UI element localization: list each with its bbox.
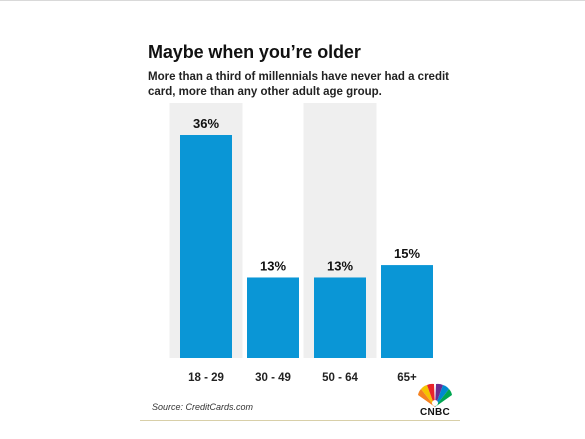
category-label-18-29: 18 - 29 [188, 372, 224, 384]
value-label-50-64: 13% [327, 258, 353, 273]
bars [180, 135, 433, 358]
chart-title: Maybe when you’re older [148, 42, 361, 62]
source-note: Source: CreditCards.com [152, 402, 254, 412]
category-label-50-64: 50 - 64 [322, 372, 358, 384]
cnbc-peacock-logo [418, 383, 452, 407]
value-label-18-29: 36% [193, 116, 219, 131]
bar-30-49 [247, 277, 299, 358]
category-label-30-49: 30 - 49 [255, 372, 291, 384]
cnbc-wordmark: CNBC [419, 407, 451, 418]
value-labels: 36% 13% 13% 15% [193, 116, 420, 273]
footer-rule [140, 420, 460, 421]
bar-18-29 [180, 135, 232, 358]
category-labels: 18 - 29 30 - 49 50 - 64 65+ [188, 372, 417, 384]
value-label-65: 15% [394, 246, 420, 261]
chart-subtitle: More than a third of millennials have ne… [148, 71, 449, 98]
category-label-65: 65+ [397, 372, 417, 384]
top-border [0, 0, 585, 1]
bar-50-64 [314, 277, 366, 358]
value-label-30-49: 13% [260, 258, 286, 273]
bar-65 [381, 265, 433, 358]
